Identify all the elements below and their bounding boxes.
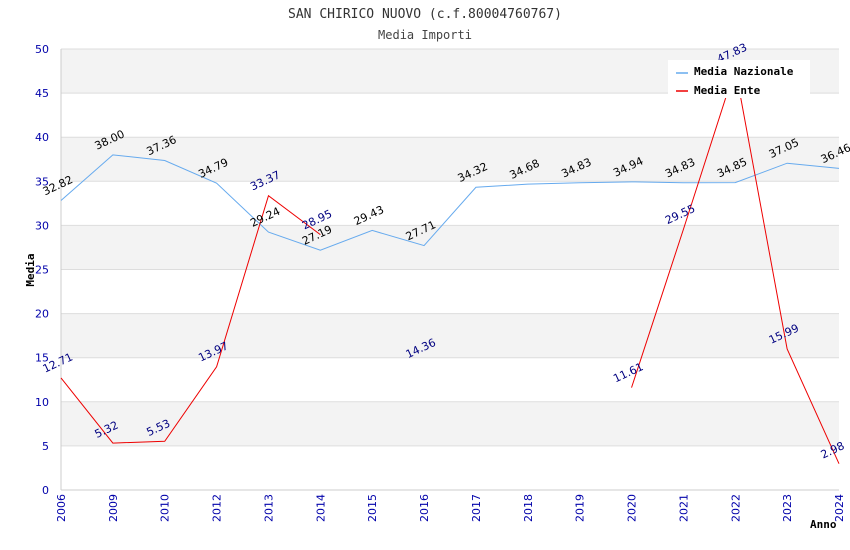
x-tick-labels: 2006 2009 2010 2012 2013 2014 2015 2016 2017 2018… xyxy=(55,494,846,522)
legend-box xyxy=(668,60,810,98)
x-tick-label: 2022 xyxy=(729,494,742,522)
y-tick-labels: 0 5 10 15 20 25 30 35 40 45 50 xyxy=(35,43,49,497)
y-axis-label: Media xyxy=(24,253,37,286)
y-tick-label: 45 xyxy=(35,87,49,100)
y-tick-label: 20 xyxy=(35,308,49,321)
x-tick-label: 2012 xyxy=(211,494,224,522)
x-tick-label: 2019 xyxy=(574,494,587,522)
x-tick-label: 2016 xyxy=(418,494,431,522)
grid-band xyxy=(61,269,839,314)
legend-label-media-nazionale: Media Nazionale xyxy=(694,65,794,78)
x-tick-label: 2009 xyxy=(107,494,120,522)
y-tick-label: 40 xyxy=(35,131,49,144)
y-tick-label: 15 xyxy=(35,352,49,365)
x-tick-label: 2010 xyxy=(159,494,172,522)
y-tick-label: 5 xyxy=(42,440,49,453)
grid-band xyxy=(61,225,839,270)
x-tick-label: 2024 xyxy=(833,494,846,522)
grid-band xyxy=(61,357,839,402)
x-tick-label: 2020 xyxy=(626,494,639,522)
x-tick-label: 2014 xyxy=(314,494,327,522)
grid-bands xyxy=(61,49,839,490)
grid-band xyxy=(61,313,839,358)
grid-band xyxy=(61,93,839,138)
grid-band xyxy=(61,181,839,226)
x-tick-label: 2023 xyxy=(781,494,794,522)
legend: Media Nazionale Media Ente xyxy=(668,60,810,98)
y-tick-label: 25 xyxy=(35,264,49,277)
y-tick-label: 30 xyxy=(35,219,49,232)
x-tick-label: 2013 xyxy=(262,494,275,522)
y-tick-label: 10 xyxy=(35,396,49,409)
grid-band xyxy=(61,445,839,490)
y-tick-label: 50 xyxy=(35,43,49,56)
grid-band xyxy=(61,137,839,182)
x-tick-label: 2021 xyxy=(677,494,690,522)
x-tick-label: 2015 xyxy=(366,494,379,522)
chart-title: SAN CHIRICO NUOVO (c.f.80004760767) xyxy=(288,7,562,22)
x-tick-label: 2006 xyxy=(55,494,68,522)
legend-label-media-ente: Media Ente xyxy=(694,84,761,97)
x-axis-label: Anno xyxy=(810,518,837,531)
series-line-media-nazionale xyxy=(60,154,840,251)
grid-band xyxy=(61,401,839,446)
y-tick-label: 0 xyxy=(42,484,49,497)
chart-subtitle: Media Importi xyxy=(378,28,472,42)
y-tick-label: 35 xyxy=(35,175,49,188)
x-tick-label: 2018 xyxy=(522,494,535,522)
x-tick-label: 2017 xyxy=(470,494,483,522)
series-line-media-ente xyxy=(60,194,321,444)
